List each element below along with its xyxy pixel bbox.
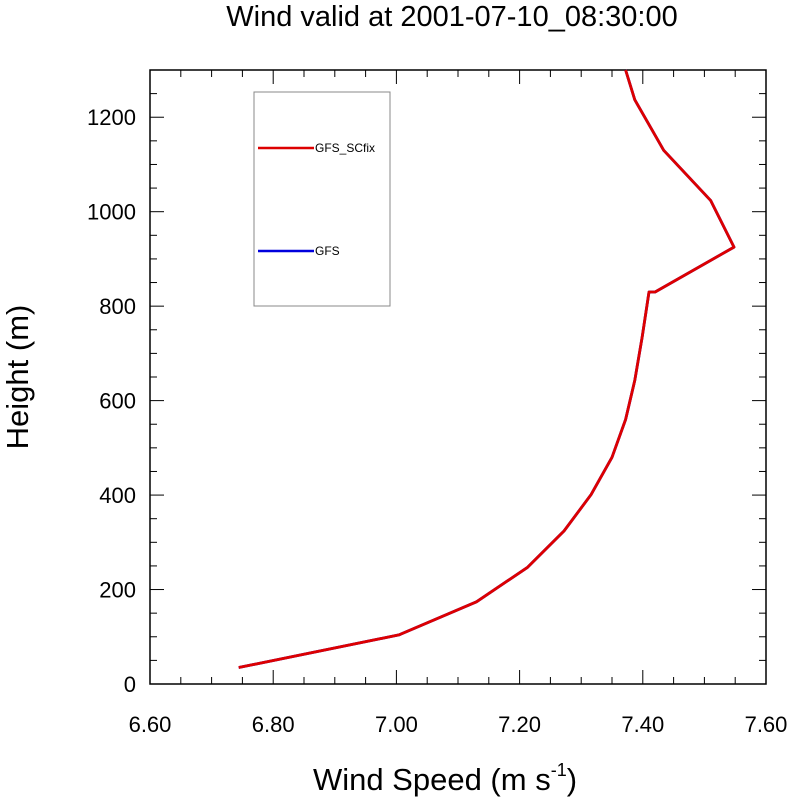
x-tick-label: 6.60 xyxy=(129,712,172,737)
x-axis-label-text: Wind Speed (m s xyxy=(313,762,551,797)
x-tick-label: 7.20 xyxy=(498,712,541,737)
y-tick-label: 200 xyxy=(99,578,136,603)
y-tick-labels: 0 200 400 600 800 1000 1200 xyxy=(87,105,136,697)
x-axis-label-close: ) xyxy=(567,762,577,797)
x-tick-label: 7.00 xyxy=(375,712,418,737)
y-tick-label: 800 xyxy=(99,294,136,319)
x-tick-label: 6.80 xyxy=(252,712,295,737)
axis-ticks xyxy=(149,69,767,685)
y-tick-label: 1200 xyxy=(87,105,136,130)
x-axis-label: Wind Speed (m s-1) xyxy=(313,760,577,797)
legend-box xyxy=(253,91,391,307)
y-tick-label: 0 xyxy=(124,672,136,697)
series-lines xyxy=(238,69,736,669)
legend-label-gfs: GFS xyxy=(315,244,340,258)
x-tick-label: 7.40 xyxy=(621,712,664,737)
y-tick-label: 600 xyxy=(99,389,136,414)
chart-title: Wind valid at 2001-07-10_08:30:00 xyxy=(226,1,677,33)
legend: GFS_SCfix GFS xyxy=(253,91,391,307)
y-tick-label: 400 xyxy=(99,483,136,508)
legend-label-gfs-scfix: GFS_SCfix xyxy=(315,141,375,155)
y-tick-label: 1000 xyxy=(87,200,136,225)
x-tick-label: 7.60 xyxy=(745,712,788,737)
x-axis-label-superscript: -1 xyxy=(551,760,567,780)
x-tick-labels: 6.60 6.80 7.00 7.20 7.40 7.60 xyxy=(129,712,788,737)
series-line-gfs-scfix xyxy=(238,69,736,669)
y-axis-label: Height (m) xyxy=(0,305,35,450)
